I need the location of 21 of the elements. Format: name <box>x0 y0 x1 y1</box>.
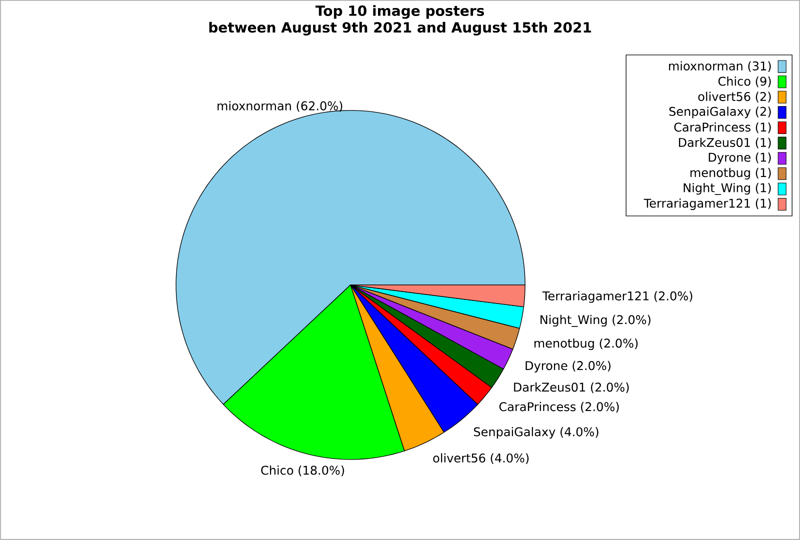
legend-label: mioxnorman (31) <box>669 61 771 72</box>
legend-label: Dyrone (1) <box>708 152 771 164</box>
data-label: Dyrone (2.0%) <box>526 360 610 372</box>
data-label: mioxnorman (62.0%) <box>218 101 342 112</box>
data-label: CaraPrincess (2.0%) <box>499 402 619 413</box>
legend-label: CaraPrincess (1) <box>674 122 771 134</box>
data-label: Terrariagamer121 (2.0%) <box>542 291 692 303</box>
legend-label: DarkZeus01 (1) <box>678 138 771 148</box>
legend-label: Terrariagamer121 (1) <box>644 198 771 210</box>
legend-label: olivert56 (2) <box>698 92 771 103</box>
legend-label: menotbug (1) <box>690 168 771 180</box>
data-label: SenpaiGalaxy (4.0%) <box>474 427 598 439</box>
data-label: Chico (18.0%) <box>261 466 344 476</box>
data-label: olivert56 (4.0%) <box>433 453 529 464</box>
data-label: menotbug (2.0%) <box>534 338 638 350</box>
chart-title: Top 10 image posters between August 9th 2021 and August 15th 2021 <box>209 5 592 36</box>
legend-label: Chico (9) <box>718 76 771 88</box>
data-label: Night_Wing (2.0%) <box>540 314 650 327</box>
legend-label: SenpaiGalaxy (2) <box>669 106 771 118</box>
legend-label: Night_Wing (1) <box>684 183 771 195</box>
data-label: DarkZeus01 (2.0%) <box>514 382 629 394</box>
